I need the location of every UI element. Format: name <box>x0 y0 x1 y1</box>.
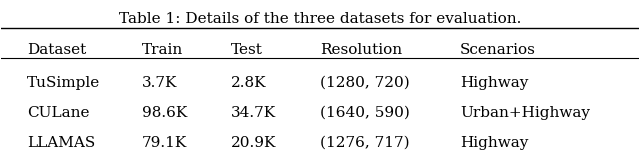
Text: Dataset: Dataset <box>27 43 86 57</box>
Text: 3.7K: 3.7K <box>141 76 177 90</box>
Text: LLAMAS: LLAMAS <box>27 136 95 150</box>
Text: Highway: Highway <box>460 76 529 90</box>
Text: Test: Test <box>231 43 262 57</box>
Text: 20.9K: 20.9K <box>231 136 276 150</box>
Text: Resolution: Resolution <box>320 43 402 57</box>
Text: Train: Train <box>141 43 183 57</box>
Text: Urban+Highway: Urban+Highway <box>460 106 590 120</box>
Text: (1280, 720): (1280, 720) <box>320 76 410 90</box>
Text: 79.1K: 79.1K <box>141 136 187 150</box>
Text: 34.7K: 34.7K <box>231 106 276 120</box>
Text: TuSimple: TuSimple <box>27 76 100 90</box>
Text: Table 1: Details of the three datasets for evaluation.: Table 1: Details of the three datasets f… <box>119 12 521 26</box>
Text: Scenarios: Scenarios <box>460 43 536 57</box>
Text: (1640, 590): (1640, 590) <box>320 106 410 120</box>
Text: 2.8K: 2.8K <box>231 76 266 90</box>
Text: (1276, 717): (1276, 717) <box>320 136 410 150</box>
Text: 98.6K: 98.6K <box>141 106 187 120</box>
Text: CULane: CULane <box>27 106 90 120</box>
Text: Highway: Highway <box>460 136 529 150</box>
